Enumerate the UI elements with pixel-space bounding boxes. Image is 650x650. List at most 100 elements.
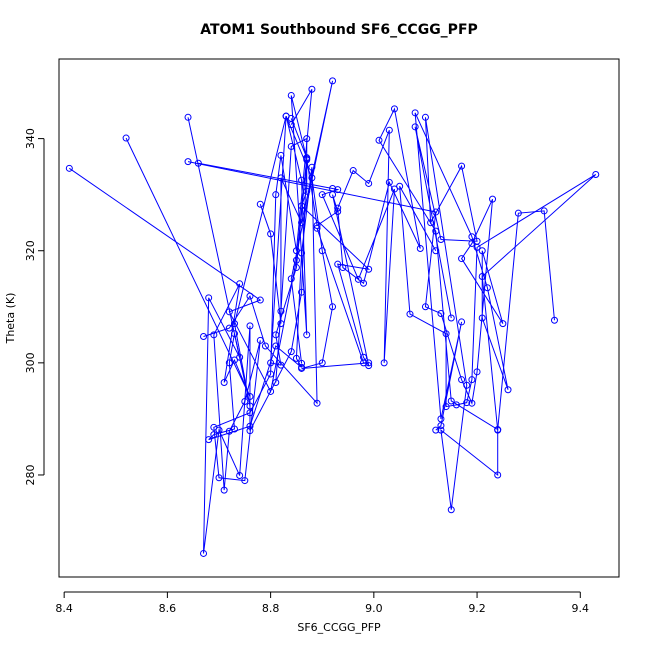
data-point: [236, 472, 244, 480]
data-point: [225, 308, 233, 316]
data-point: [473, 368, 481, 376]
data-point: [292, 256, 300, 264]
data-point: [303, 135, 311, 143]
data-point: [272, 342, 280, 350]
series-line: [270, 115, 369, 369]
data-point: [225, 427, 233, 435]
data-point: [421, 113, 429, 121]
data-point: [468, 376, 476, 384]
data-point: [329, 185, 337, 192]
data-point: [380, 359, 388, 367]
data-point: [334, 207, 342, 215]
data-point: [411, 109, 419, 117]
data-point: [385, 178, 393, 186]
data-point: [308, 163, 316, 171]
data-point: [215, 474, 223, 482]
data-point: [277, 361, 285, 369]
data-point: [230, 330, 238, 338]
data-point: [246, 427, 254, 435]
x-tick-label: 9.0: [365, 602, 383, 615]
data-point: [298, 219, 306, 227]
data-point: [427, 219, 435, 227]
data-point: [308, 174, 316, 182]
data-point: [292, 247, 300, 255]
data-point: [313, 222, 321, 229]
data-point: [261, 342, 269, 350]
data-point: [272, 331, 280, 339]
data-point: [303, 187, 311, 195]
data-point: [540, 207, 548, 215]
data-point: [437, 422, 445, 430]
y-axis: 280 300 320 340: [24, 128, 45, 485]
data-point: [236, 280, 244, 288]
data-point: [432, 247, 440, 255]
data-point: [256, 296, 264, 304]
data-point: [396, 182, 404, 190]
data-point: [504, 386, 512, 394]
data-point: [210, 423, 218, 431]
data-point: [277, 307, 285, 315]
data-point: [236, 353, 244, 361]
data-point: [287, 275, 295, 283]
data-point: [313, 399, 321, 407]
data-point: [267, 370, 275, 378]
data-point: [329, 77, 337, 85]
data-layer: [65, 77, 600, 557]
data-point: [437, 310, 445, 318]
data-point: [390, 185, 398, 193]
data-point: [432, 426, 440, 434]
data-point: [458, 255, 466, 263]
series-line: [399, 117, 597, 510]
plot-frame: [58, 58, 620, 578]
data-point: [478, 273, 486, 281]
x-tick-label: 9.4: [572, 602, 590, 615]
data-point: [592, 170, 600, 178]
data-point: [354, 275, 362, 283]
data-point: [365, 265, 373, 273]
data-point: [494, 426, 502, 434]
data-point: [550, 316, 558, 324]
series-line: [198, 107, 555, 431]
data-point: [122, 134, 130, 142]
data-point: [225, 359, 233, 367]
data-point: [437, 236, 445, 244]
data-point: [360, 279, 368, 287]
y-tick-label: 280: [24, 464, 37, 485]
data-point: [230, 320, 238, 328]
data-point: [205, 436, 213, 444]
data-point: [452, 401, 460, 409]
data-point: [246, 402, 254, 410]
data-point: [287, 114, 295, 122]
data-point: [499, 320, 507, 328]
data-point: [184, 113, 192, 121]
data-point: [272, 191, 280, 199]
data-point: [318, 191, 326, 199]
data-point: [334, 204, 342, 212]
data-point: [246, 392, 254, 400]
data-point: [447, 314, 455, 322]
x-tick-label: 8.6: [159, 602, 177, 615]
data-point: [267, 387, 275, 395]
data-point: [329, 303, 337, 311]
x-tick-label: 9.2: [468, 602, 486, 615]
data-point: [365, 362, 373, 370]
data-point: [349, 167, 357, 175]
data-point: [277, 174, 285, 182]
data-point: [215, 426, 223, 434]
data-point: [385, 126, 393, 134]
data-point: [303, 154, 311, 162]
data-point: [334, 260, 342, 268]
data-point: [220, 378, 228, 386]
data-point: [246, 322, 254, 330]
data-point: [298, 364, 306, 372]
y-tick-label: 320: [24, 240, 37, 261]
data-point: [318, 359, 326, 367]
data-point: [421, 303, 429, 311]
data-point: [463, 399, 471, 407]
data-point: [303, 331, 311, 339]
data-point: [447, 506, 455, 514]
data-point: [277, 151, 285, 159]
data-point: [483, 284, 491, 292]
